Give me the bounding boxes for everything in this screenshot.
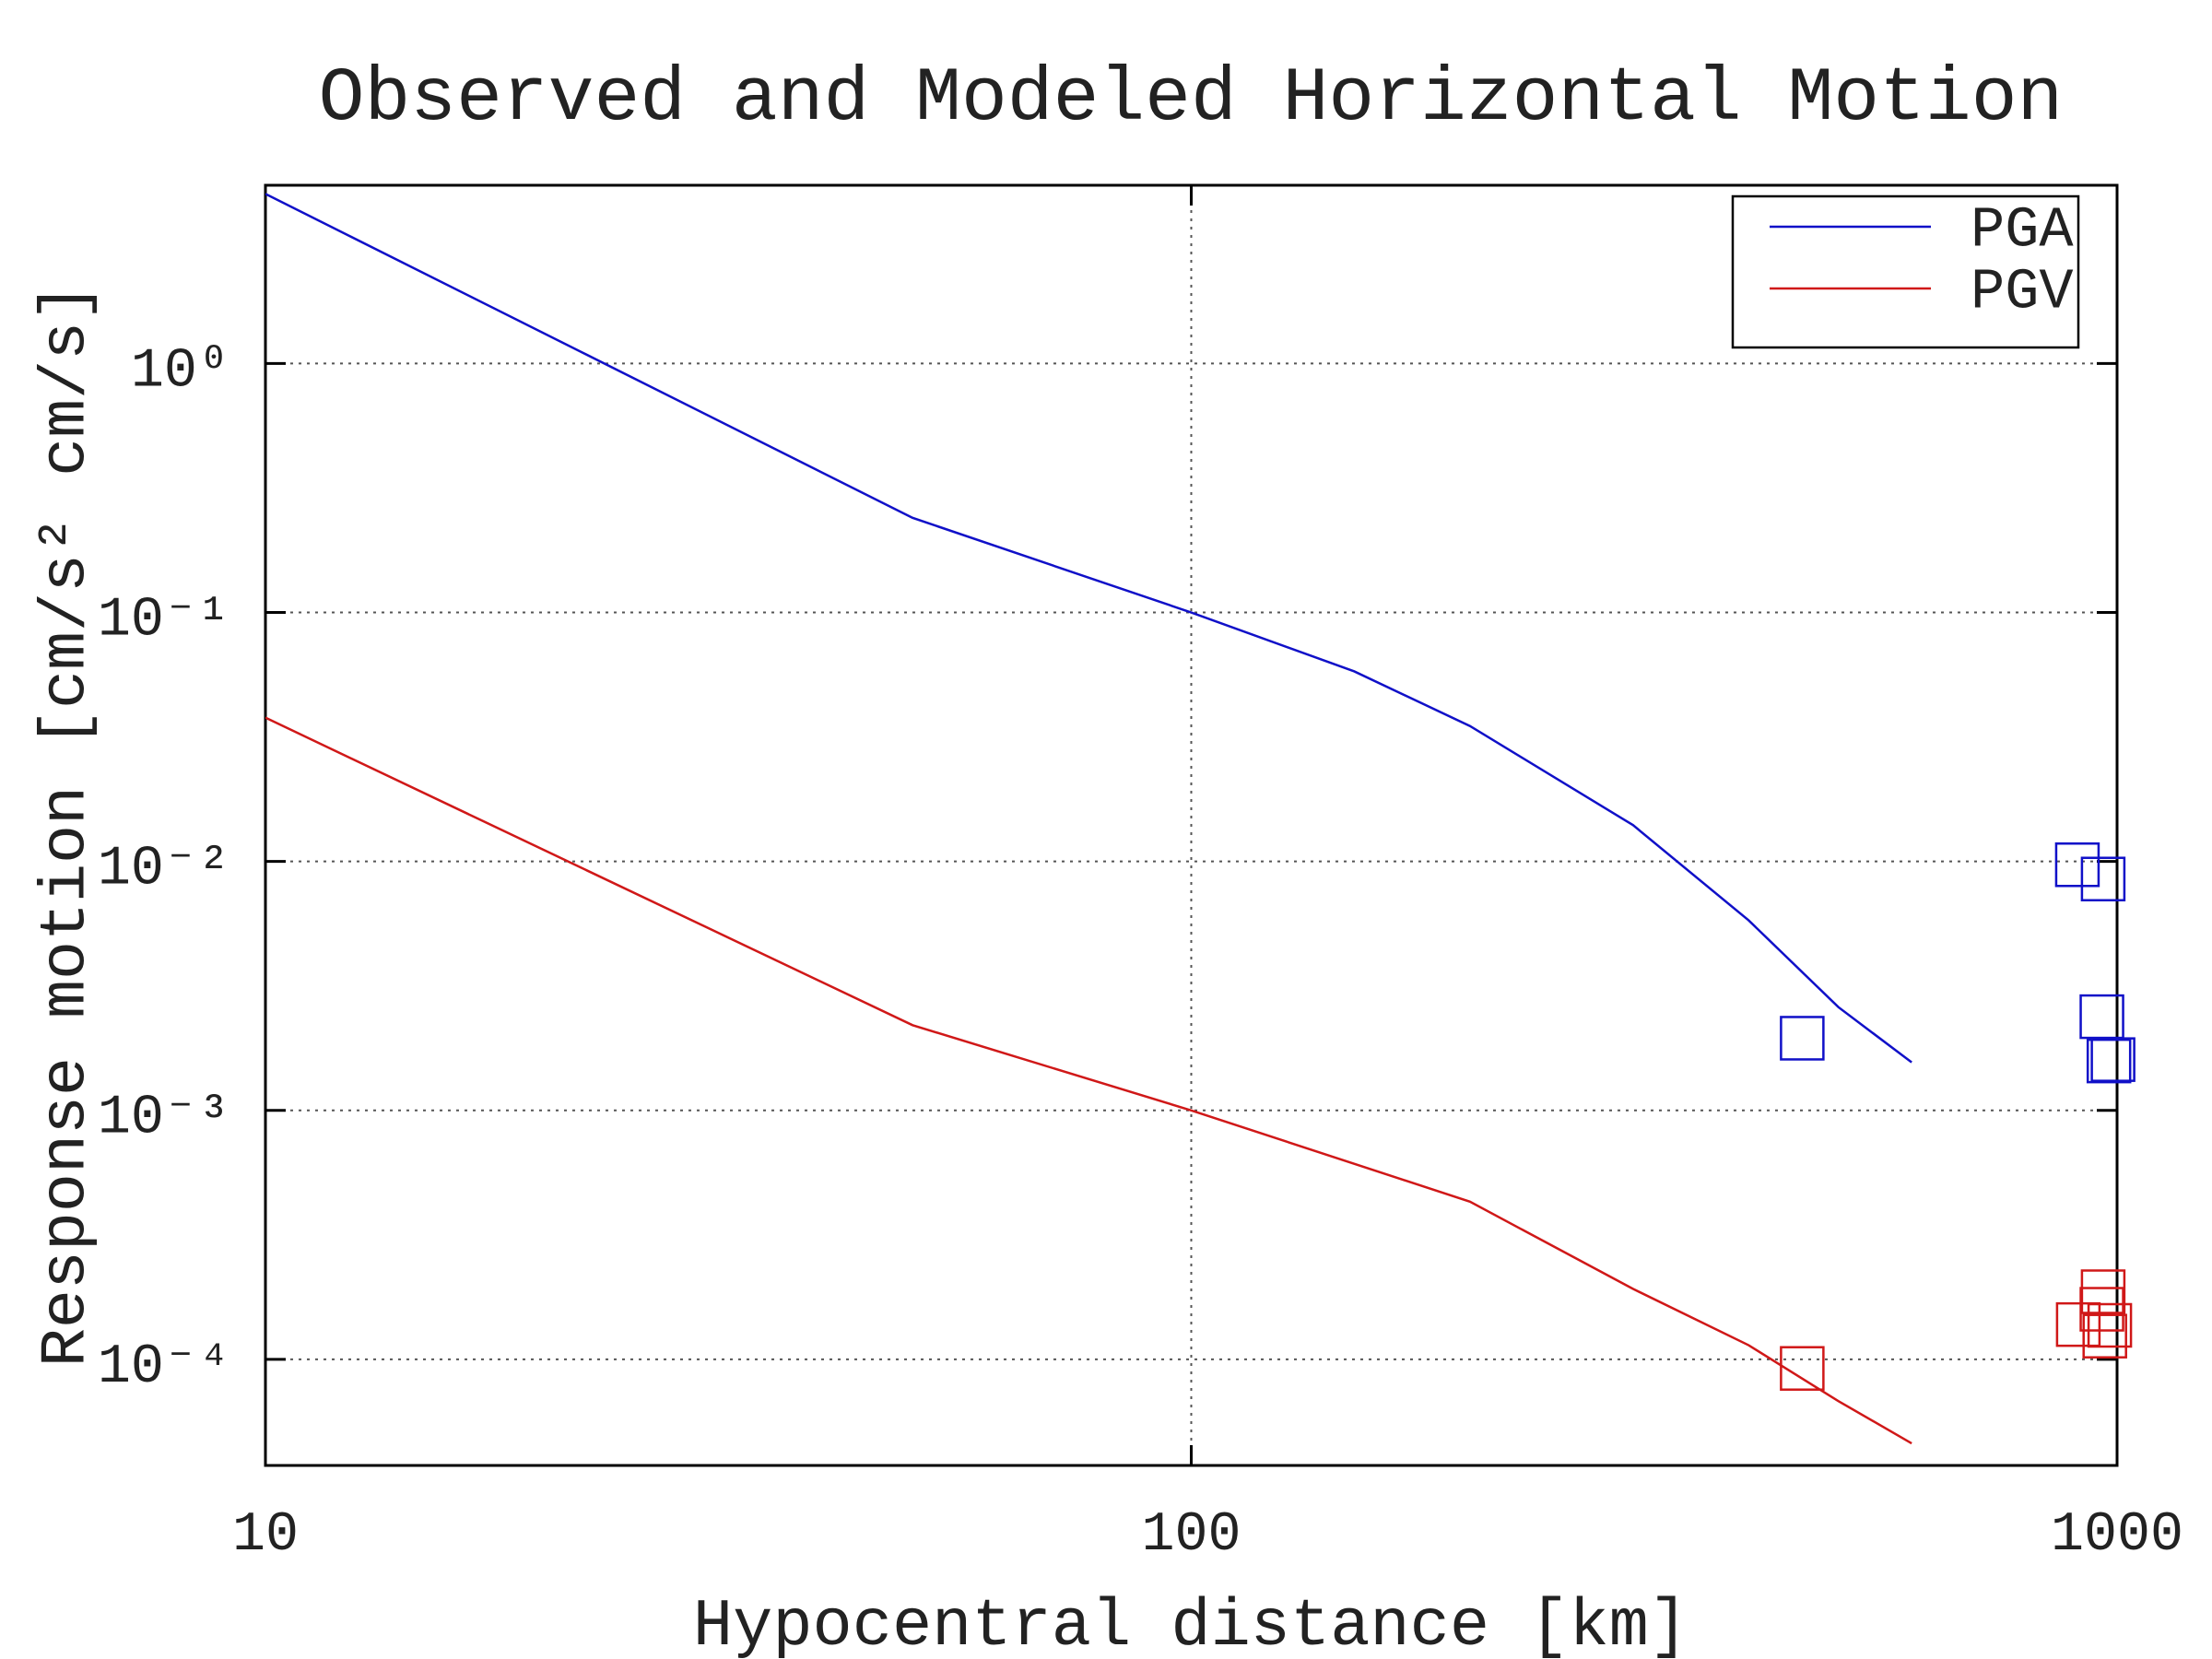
y-tick-label: 10⁻² xyxy=(98,839,230,901)
observed-marker xyxy=(2054,841,2100,888)
observed-marker xyxy=(2082,1313,2127,1359)
x-tick-label: 100 xyxy=(1141,1504,1241,1567)
y-tick-label: 10⁻¹ xyxy=(98,589,230,652)
observed-marker xyxy=(2055,1301,2101,1347)
series-line xyxy=(265,716,1912,1445)
observed-marker xyxy=(2080,1269,2126,1314)
observed-marker xyxy=(2079,1287,2124,1332)
observed-marker xyxy=(1780,1346,1825,1391)
observed-marker xyxy=(2086,1038,2132,1084)
legend-box xyxy=(1731,194,2080,349)
legend-label: PGV xyxy=(1971,259,2074,324)
x-axis-label: Hypocentral distance [km] xyxy=(693,1589,1688,1659)
y-tick-label: 10⁻⁴ xyxy=(98,1336,230,1399)
observed-marker xyxy=(2087,1302,2133,1348)
y-tick-label: 10⁻³ xyxy=(98,1088,230,1150)
observed-marker xyxy=(2080,856,2126,901)
x-tick-label: 1000 xyxy=(2051,1504,2183,1567)
y-tick-label: 10⁰ xyxy=(131,340,230,403)
observed-marker xyxy=(1780,1016,1825,1061)
y-axis-label: Response motion [cm/s² cm/s] xyxy=(30,283,103,1367)
series-line xyxy=(265,193,1912,1064)
x-tick-label: 10 xyxy=(232,1504,299,1567)
chart-title: Observed and Modeled Horizontal Motion xyxy=(319,55,2064,142)
observed-marker xyxy=(2090,1037,2136,1082)
plot-frame xyxy=(264,183,2119,1467)
legend-label: PGA xyxy=(1971,197,2074,263)
